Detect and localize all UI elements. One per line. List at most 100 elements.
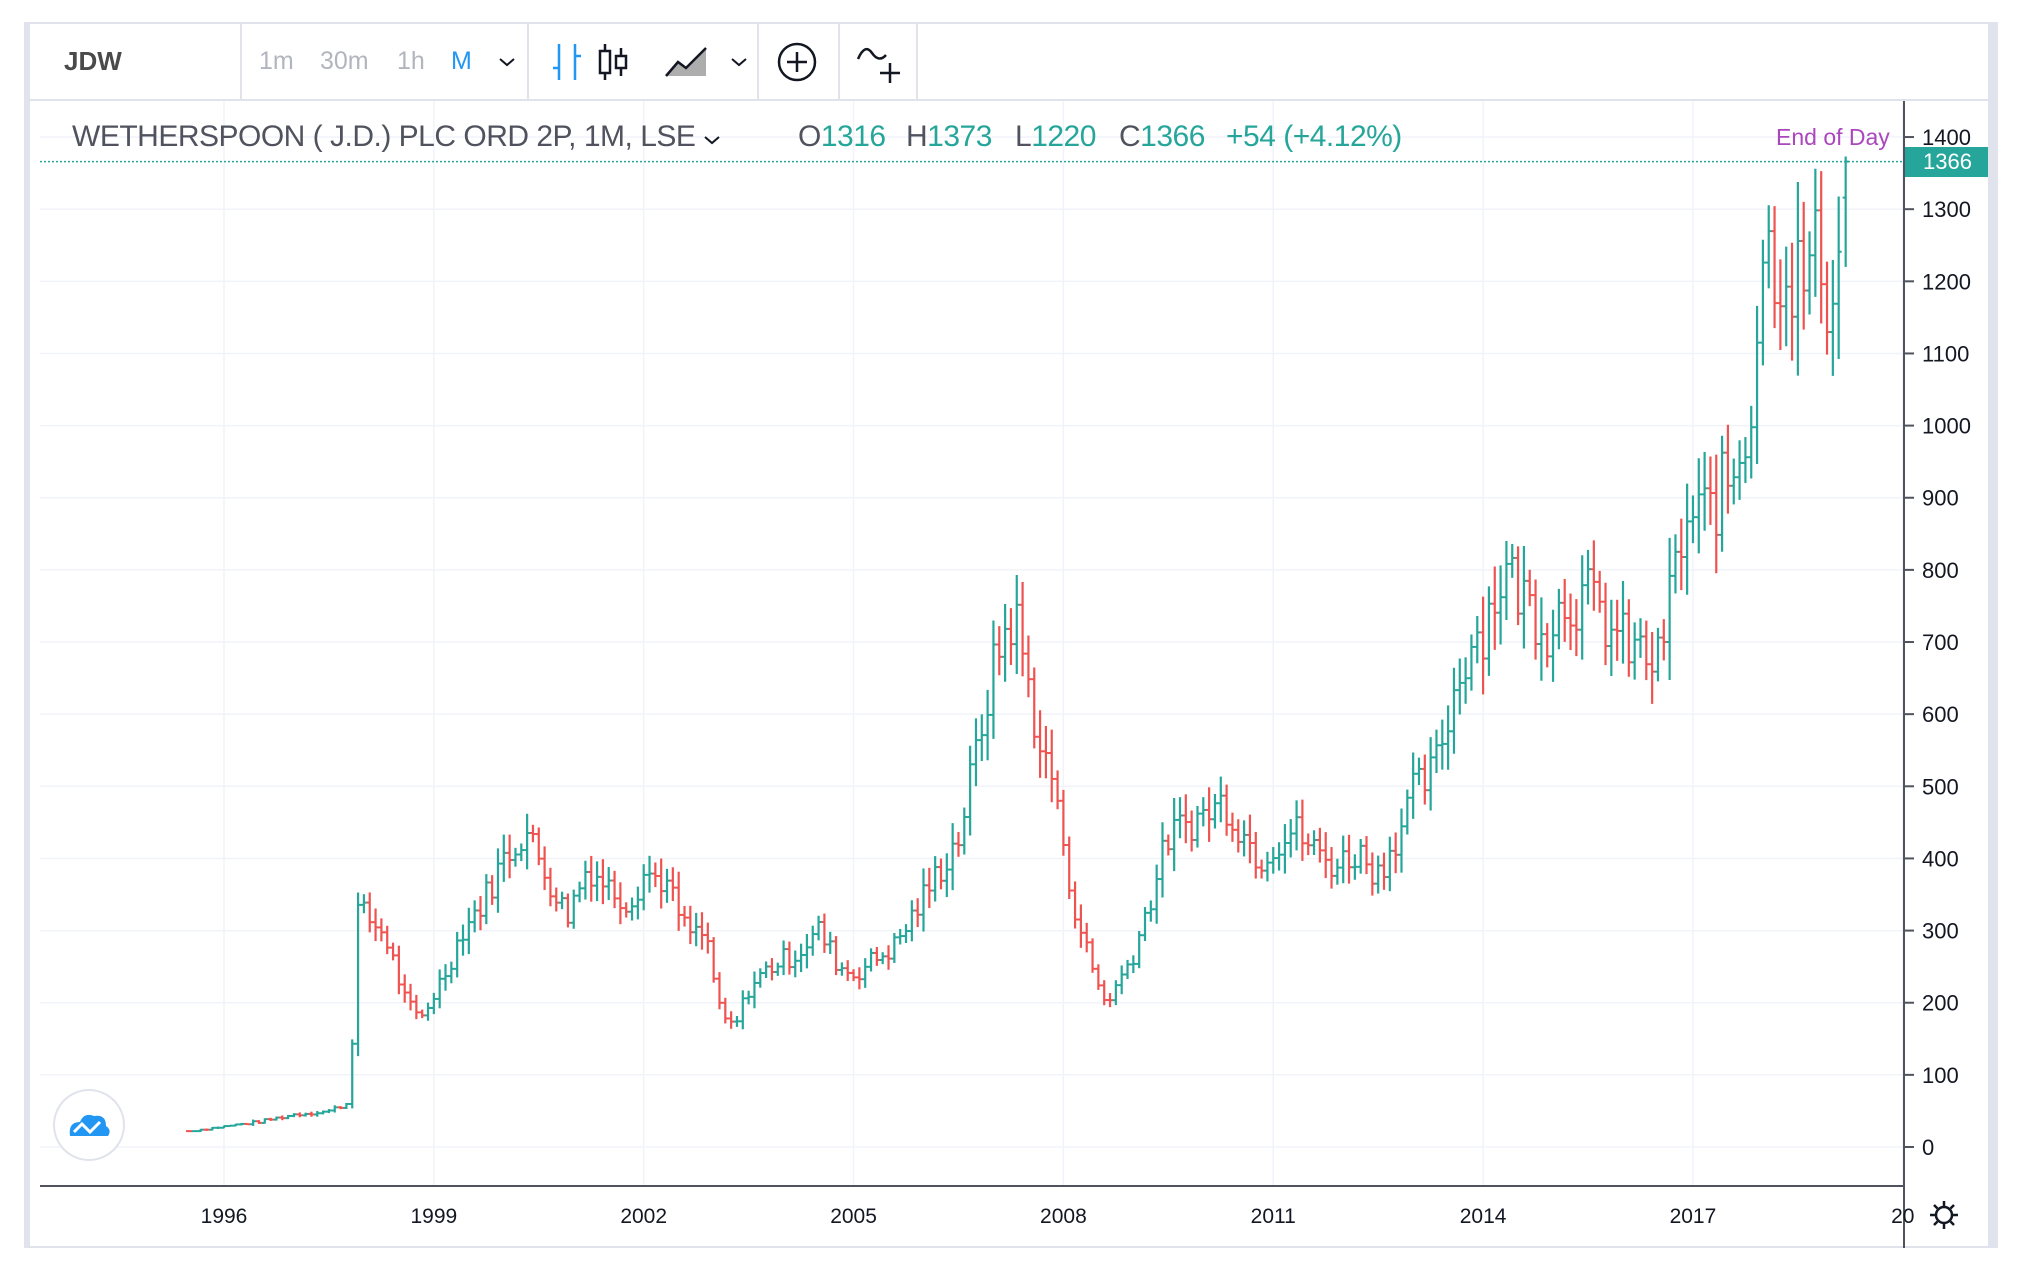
ohlc-bar — [1334, 858, 1341, 885]
tradingview-logo[interactable] — [55, 1091, 123, 1159]
ohlc-bar — [1246, 814, 1253, 864]
ohlc-bar — [634, 886, 641, 920]
ohlc-bar — [366, 892, 373, 933]
interval-month[interactable]: M — [451, 47, 472, 75]
ohlc-bar — [1124, 959, 1131, 980]
ohlc-bar — [203, 1128, 210, 1131]
x-tick-label: 2011 — [1251, 1205, 1296, 1228]
ohlc-bar — [1381, 852, 1388, 890]
ohlc-bar — [518, 843, 525, 862]
ohlc-bar — [751, 971, 758, 1009]
ohlc-bar — [1031, 667, 1038, 749]
ohlc-bar — [1468, 634, 1475, 691]
ohlc-bar — [1287, 819, 1294, 858]
area-chart-icon[interactable] — [664, 24, 708, 99]
ohlc-bar — [1142, 907, 1149, 942]
ohlc-bar — [331, 1105, 338, 1113]
ohlc-bar — [611, 870, 618, 909]
ohlc-bar — [1445, 705, 1452, 770]
ohlc-bar — [1206, 787, 1213, 842]
ohlc-bar — [401, 974, 408, 1003]
ohlc-bar — [1066, 836, 1073, 900]
ohlc-bar — [710, 937, 717, 983]
ohlc-bar — [1550, 609, 1557, 682]
x-tick-label: 2005 — [830, 1205, 877, 1228]
y-tick-label: 100 — [1922, 1063, 1959, 1088]
interval-1m[interactable]: 1m — [259, 47, 294, 75]
ohlc-bar — [1217, 776, 1224, 823]
ohlc-bar — [512, 847, 519, 867]
ohlc-bar — [1328, 847, 1335, 889]
interval-chevron-down-icon[interactable] — [498, 24, 516, 99]
ohlc-bar — [244, 1122, 251, 1126]
ohlc-bar — [757, 968, 764, 988]
candlestick-icon[interactable] — [596, 24, 630, 99]
indicator-add-icon[interactable] — [856, 24, 902, 99]
symbol-button[interactable]: JDW — [64, 46, 122, 76]
ohlc-bar — [261, 1118, 268, 1124]
ohlc-bar — [780, 940, 787, 976]
ohlc-bar — [506, 834, 513, 879]
bar-chart-icon[interactable] — [550, 24, 584, 99]
ohlc-bar — [1072, 881, 1079, 929]
ohlc-bar — [1608, 599, 1615, 677]
x-tick-label: 2002 — [620, 1205, 667, 1228]
ohlc-bar — [716, 972, 723, 1010]
ohlc-bar — [1258, 859, 1265, 879]
ohlc-bar — [1462, 657, 1469, 704]
ohlc-bar — [1054, 770, 1061, 810]
ohlc-bar — [559, 891, 566, 910]
ohlc-bar — [722, 997, 729, 1024]
ohlc-bar — [273, 1116, 280, 1121]
ohlc-bar — [1806, 231, 1813, 315]
ohlc-bar — [1147, 900, 1154, 922]
ohlc-bar — [903, 924, 910, 944]
ohlc-bar — [1392, 832, 1399, 874]
ohlc-bar — [1485, 586, 1492, 676]
ohlc-bar — [1491, 566, 1498, 650]
ohlc-bar — [873, 947, 880, 966]
chart-type-chevron-down-icon[interactable] — [730, 24, 748, 99]
settings-gear-icon[interactable] — [1928, 1199, 1960, 1231]
ohlc-bar — [599, 859, 606, 905]
ohlc-bar — [1480, 596, 1487, 695]
ohlc-bar — [1724, 424, 1731, 514]
ohlc-bar — [1555, 588, 1562, 650]
divider — [527, 24, 529, 99]
interval-1h[interactable]: 1h — [397, 47, 425, 75]
ohlc-bar — [588, 855, 595, 902]
series-title[interactable]: WETHERSPOON ( J.D.) PLC ORD 2P, 1M, LSE — [72, 120, 721, 154]
ohlc-bar — [809, 925, 816, 956]
ohlc-bar — [978, 714, 985, 761]
ohlc-bar — [961, 807, 968, 855]
ohlc-bar — [255, 1120, 262, 1124]
ohlc-bar — [407, 983, 414, 1011]
ohlc-bar — [617, 882, 624, 925]
interval-30m[interactable]: 30m — [320, 47, 369, 75]
x-tick-label: 20 — [1891, 1205, 1914, 1228]
time-axis: 1996 1999 2002 2005 2008 2011 2014 2017 20 — [201, 1205, 1915, 1228]
ohlc-bar — [850, 969, 857, 982]
ohlc-bar — [337, 1106, 344, 1110]
ohlc-bar — [1742, 437, 1749, 484]
ohlc-bar — [1118, 965, 1125, 995]
ohlc-bar — [652, 862, 659, 888]
ohlc-bar — [827, 931, 834, 954]
ohlc-bar — [698, 912, 705, 950]
ohlc-bar — [582, 860, 589, 900]
ohlc-bar — [454, 931, 461, 978]
ohlc-bar — [1672, 534, 1679, 594]
ohlc-bar — [838, 962, 845, 976]
ohlc-bar — [704, 922, 711, 954]
ohlc-bar — [296, 1112, 303, 1118]
chevron-down-icon[interactable] — [703, 134, 721, 146]
ohlc-bar — [949, 823, 956, 891]
y-tick-label: 900 — [1922, 486, 1959, 511]
ohlc-bar — [1188, 810, 1195, 852]
ohlc-bar — [197, 1128, 204, 1133]
add-circle-icon[interactable] — [776, 24, 818, 99]
ohlc-bar — [221, 1125, 227, 1129]
ohlc-bar — [728, 1011, 735, 1029]
ohlc-bar — [943, 853, 950, 898]
